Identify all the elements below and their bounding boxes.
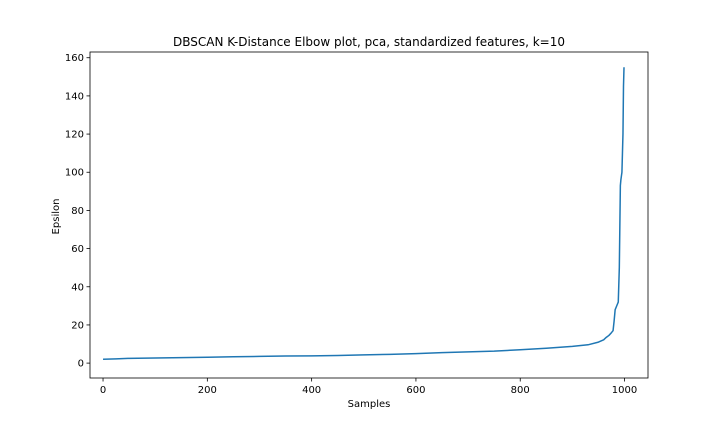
y-tick-label: 0 [78,359,84,370]
x-axis-title: Samples [348,399,391,410]
y-tick-label: 40 [71,282,84,293]
x-tick-label: 200 [198,385,217,396]
y-tick-label: 140 [65,91,84,102]
y-tick-label: 20 [71,320,84,331]
x-axis: 0 200 400 600 800 1000 [100,378,637,396]
y-tick-label: 60 [71,244,84,255]
y-tick-label: 120 [65,130,84,141]
y-tick-label: 100 [65,168,84,179]
x-tick-label: 0 [100,385,106,396]
y-axis-title: Epsilon [51,199,62,235]
plot-frame [89,51,649,379]
chart-title: DBSCAN K-Distance Elbow plot, pca, stand… [173,35,565,49]
x-tick-label: 400 [302,385,321,396]
y-tick-label: 80 [71,206,84,217]
x-tick-label: 800 [511,385,530,396]
y-axis: 0 20 40 60 80 100 120 140 160 [65,53,90,370]
series-line [103,67,625,361]
x-tick-label: 1000 [612,385,637,396]
x-tick-label: 600 [406,385,425,396]
y-tick-label: 160 [65,53,84,64]
plot-area: 0 200 400 600 800 1000 0 20 40 60 80 100 120 140 160 [65,51,649,396]
series-layer [103,67,625,361]
